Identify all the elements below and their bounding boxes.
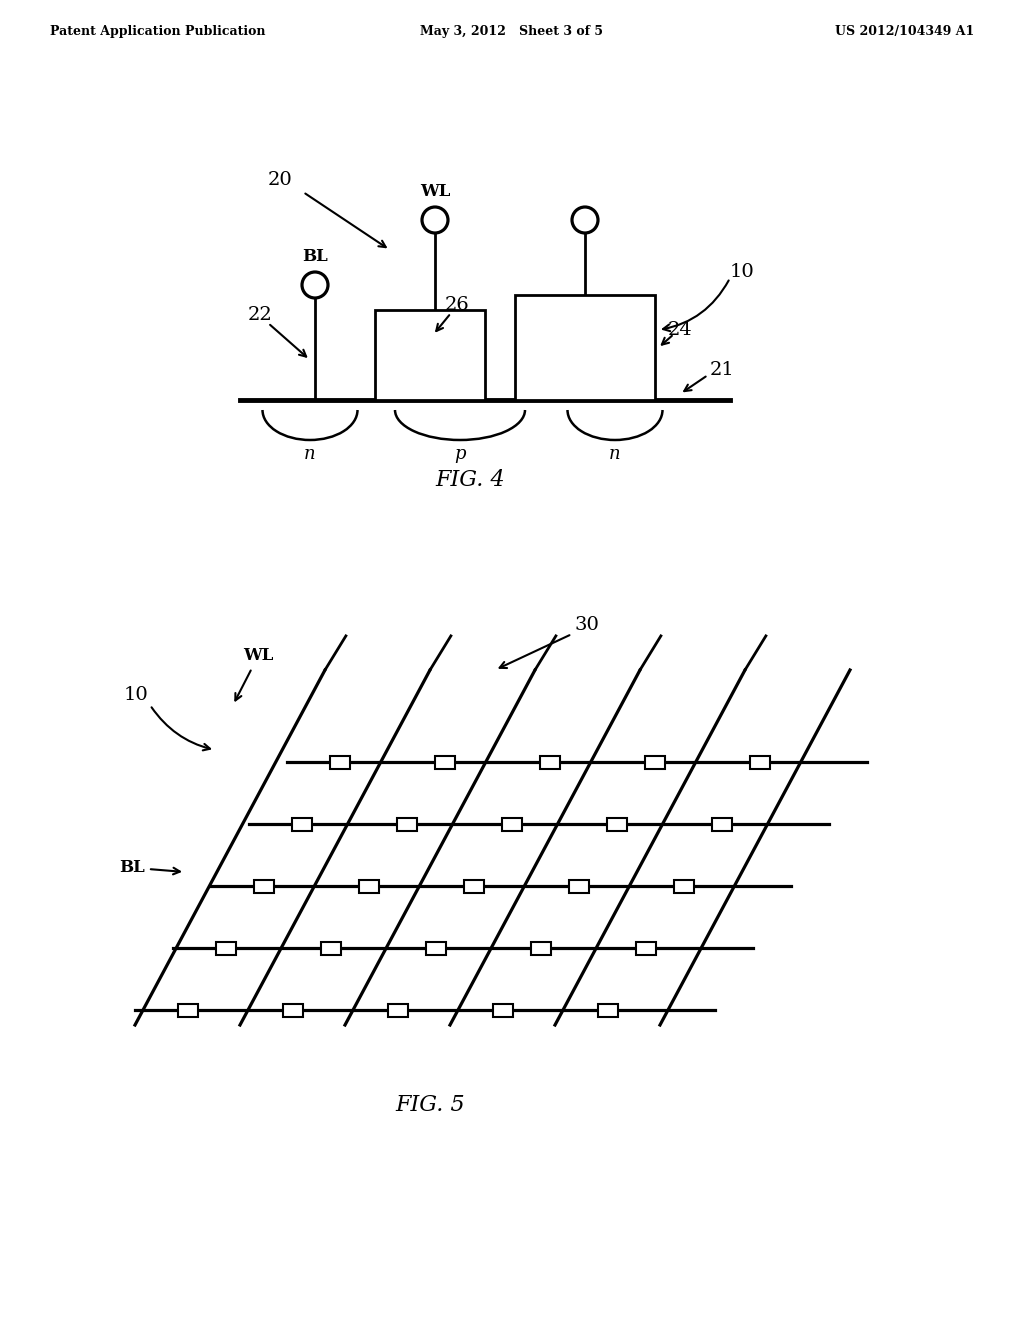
Bar <box>396 817 417 830</box>
Text: FIG. 5: FIG. 5 <box>395 1094 465 1115</box>
Bar <box>215 941 236 954</box>
Text: WL: WL <box>243 647 273 664</box>
Bar <box>375 310 485 400</box>
Text: 24: 24 <box>668 321 693 339</box>
Bar <box>674 879 693 892</box>
Bar <box>254 879 273 892</box>
Text: 26: 26 <box>445 296 470 314</box>
Bar <box>568 879 589 892</box>
Text: Patent Application Publication: Patent Application Publication <box>50 25 265 38</box>
Bar <box>606 817 627 830</box>
Text: n: n <box>609 445 621 463</box>
Text: WL: WL <box>420 183 451 201</box>
Bar <box>636 941 655 954</box>
Text: n: n <box>304 445 315 463</box>
Bar <box>358 879 379 892</box>
Text: 10: 10 <box>730 263 755 281</box>
Bar <box>464 879 483 892</box>
Bar <box>540 755 559 768</box>
Circle shape <box>422 207 449 234</box>
Bar <box>515 294 655 400</box>
Bar <box>292 817 311 830</box>
Bar <box>530 941 551 954</box>
Bar <box>712 817 731 830</box>
Text: FIG. 4: FIG. 4 <box>435 469 505 491</box>
Bar <box>283 1003 302 1016</box>
Bar <box>644 755 665 768</box>
Bar <box>597 1003 617 1016</box>
Bar <box>434 755 455 768</box>
Circle shape <box>302 272 328 298</box>
Bar <box>330 755 349 768</box>
Text: 22: 22 <box>248 306 272 323</box>
Circle shape <box>572 207 598 234</box>
Text: May 3, 2012   Sheet 3 of 5: May 3, 2012 Sheet 3 of 5 <box>421 25 603 38</box>
Text: BL: BL <box>119 858 145 875</box>
Bar <box>321 941 341 954</box>
Text: BL: BL <box>302 248 328 265</box>
Bar <box>502 817 521 830</box>
Text: 10: 10 <box>123 686 148 704</box>
Bar <box>426 941 445 954</box>
Bar <box>177 1003 198 1016</box>
Text: p: p <box>455 445 466 463</box>
Text: 30: 30 <box>575 616 600 634</box>
Text: 21: 21 <box>710 360 735 379</box>
Text: US 2012/104349 A1: US 2012/104349 A1 <box>835 25 974 38</box>
Bar <box>493 1003 512 1016</box>
Bar <box>750 755 769 768</box>
Text: 20: 20 <box>268 172 293 189</box>
Bar <box>387 1003 408 1016</box>
